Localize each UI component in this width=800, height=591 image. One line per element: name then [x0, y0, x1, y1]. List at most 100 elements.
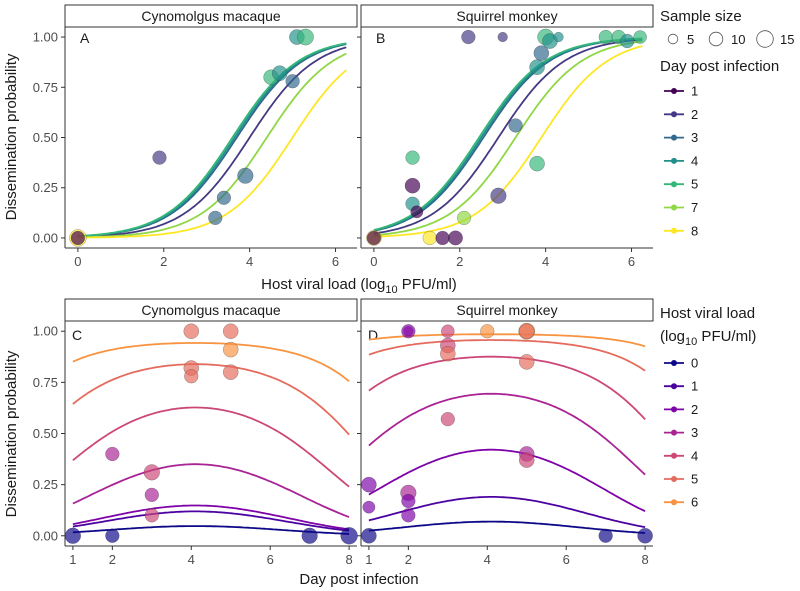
y-tick-label: 0.50	[33, 426, 58, 441]
data-point	[410, 205, 424, 219]
data-point	[440, 345, 456, 362]
legend-label: 2	[691, 107, 698, 122]
legend-load-dot	[671, 406, 677, 413]
data-point	[297, 28, 314, 46]
legend-day-keys: 1 2 3 4 5 7 8	[664, 84, 698, 238]
fit-curve-day-7	[373, 40, 643, 237]
strip-D: Squirrel monkey	[360, 298, 654, 322]
data-point	[553, 31, 564, 43]
x-tick-label: 2	[160, 254, 167, 269]
strip-A: Cynomolgus macaque	[64, 4, 358, 28]
data-point	[64, 527, 81, 544]
data-point	[301, 527, 318, 544]
fit-curve-day-2	[77, 46, 347, 238]
data-point	[208, 210, 223, 225]
data-point	[366, 230, 381, 246]
data-point	[422, 230, 437, 246]
fit-curve-load-2	[368, 448, 646, 513]
legend-label: 6	[691, 495, 698, 510]
x-axis-title-bottom: Day post infection	[299, 571, 418, 588]
legend-load-dot	[671, 452, 677, 459]
y-tick-label: 0.50	[33, 130, 58, 145]
fit-curve-day-2	[373, 38, 643, 235]
legend-size-swatch	[756, 30, 774, 48]
y-axis-title-bottom: Dissemination probability	[3, 350, 20, 517]
data-point	[598, 528, 613, 543]
legend-label: 3	[691, 425, 698, 440]
legend-title: Day post infection	[660, 58, 779, 75]
data-point	[529, 155, 545, 172]
legend-load-dot	[671, 499, 677, 506]
data-point	[144, 487, 159, 502]
fit-curve-day-7	[77, 52, 347, 239]
legend-load-dot	[671, 476, 677, 482]
legend-day-dot	[671, 134, 677, 141]
panel-letter-B: B	[376, 30, 385, 46]
legend-label: 3	[691, 130, 698, 145]
data-point	[637, 528, 653, 544]
legend-day: Day post infection 1 2 3 4 5 7 8	[660, 58, 779, 238]
fit-curve-day-3	[77, 43, 347, 238]
legend-label: 5	[691, 177, 698, 192]
legend-title: Host viral load	[660, 305, 755, 322]
data-point	[533, 45, 550, 61]
fit-curve-load-5	[368, 339, 646, 372]
fit-curve-load-1	[368, 495, 646, 528]
data-point	[271, 65, 288, 81]
y-tick-label: 0.25	[33, 477, 58, 492]
panel-B: 0 2 4 6	[357, 28, 647, 269]
fit-curve-load-2	[72, 504, 350, 531]
legend-label: 5	[691, 472, 698, 487]
legend-day-dot	[671, 181, 677, 188]
data-point	[361, 528, 377, 544]
data-point	[152, 150, 167, 165]
panel-letter-A: A	[80, 30, 90, 46]
data-point	[143, 464, 160, 481]
panel-A: 0.00 0.25 0.50 0.75 1.00 0 2 4 6	[33, 28, 347, 269]
data-point	[518, 452, 535, 468]
y-tick-label: 0.00	[33, 528, 58, 543]
x-axis-title-top: Host viral load (log10 PFU/ml)	[261, 276, 457, 296]
data-point	[401, 508, 416, 523]
x-axis-title-part: PFU/ml)	[398, 276, 457, 293]
x-tick-label: 2	[109, 552, 116, 567]
legend-title-part: PFU/ml)	[697, 328, 756, 345]
data-point	[361, 476, 377, 493]
fit-curve-day-8	[373, 45, 643, 238]
data-point	[401, 324, 416, 339]
data-point	[105, 528, 120, 543]
legend-day-dot	[671, 111, 677, 118]
data-point	[448, 230, 463, 246]
legend-label: 1	[691, 84, 698, 99]
strip-label: Cynomolgus macaque	[141, 302, 281, 318]
y-axis-title-top: Dissemination probability	[3, 53, 20, 220]
legend-label: 5	[687, 32, 694, 47]
fit-curve-load-4	[72, 406, 350, 488]
strip-label: Cynomolgus macaque	[141, 8, 281, 24]
fit-curve-load-3	[72, 463, 350, 518]
data-point	[441, 324, 455, 338]
data-point	[518, 354, 535, 370]
data-point	[401, 493, 416, 509]
legend-load: Host viral load (log10 PFU/ml) 0 1 2 3 4 5 6	[660, 305, 756, 510]
legend-day-dot	[671, 227, 677, 234]
data-point	[222, 364, 239, 380]
x-tick-label: 8	[345, 552, 352, 567]
fit-curve-load-3	[368, 392, 646, 476]
x-axis-title-subscript: 10	[385, 284, 397, 296]
data-point	[404, 177, 421, 194]
legend-title: Sample size	[660, 8, 742, 25]
legend-title-part: (log	[660, 328, 685, 345]
data-point	[529, 59, 545, 75]
legend-sample-size: Sample size 5 10 15	[660, 8, 794, 48]
data-point	[633, 30, 647, 44]
data-point	[222, 323, 239, 339]
y-tick-label: 0.75	[33, 80, 58, 95]
x-tick-label: 1	[365, 552, 372, 567]
data-point	[490, 187, 507, 204]
fit-curve-day-5	[77, 42, 347, 237]
legend-day-dot	[671, 88, 677, 94]
data-point	[435, 230, 450, 246]
strip-label: Squirrel monkey	[456, 8, 557, 24]
